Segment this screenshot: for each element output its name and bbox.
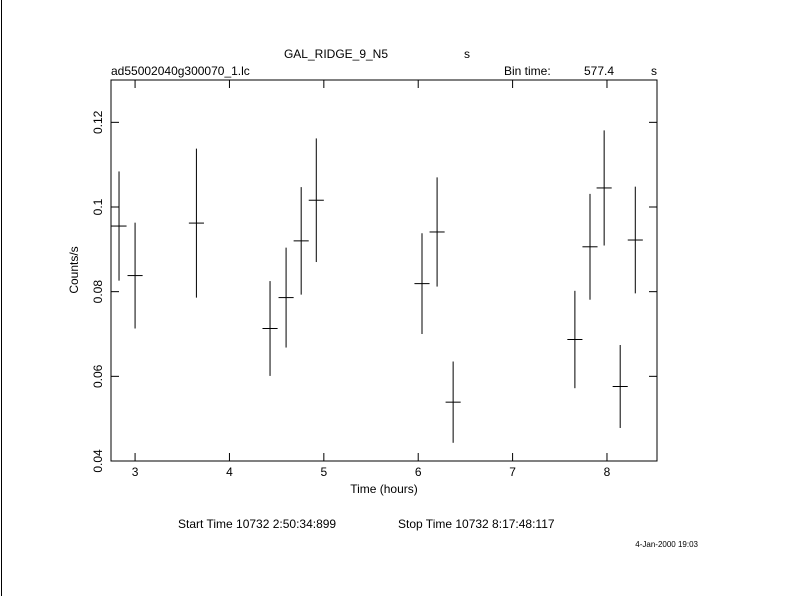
x-tick-label: 5 <box>320 465 327 479</box>
y-tick-label: 0.08 <box>91 280 105 304</box>
x-axis-label: Time (hours) <box>350 482 418 496</box>
x-tick-label: 3 <box>132 465 139 479</box>
subtitle: ad55002040g300070_1.lc <box>111 64 250 78</box>
y-tick-label: 0.04 <box>91 449 105 473</box>
start-time: Start Time 10732 2:50:34:899 <box>178 517 336 531</box>
chart-title: GAL_RIDGE_9_N5 <box>284 47 388 61</box>
bin-time: 577.4 <box>584 64 614 78</box>
date-stamp: 4-Jan-2000 19:03 <box>635 540 698 549</box>
y-axis-label: Counts/s <box>67 246 81 293</box>
plot-frame <box>110 79 658 462</box>
y-tick-label: 0.06 <box>91 364 105 388</box>
title-unit: s <box>464 47 470 61</box>
x-tick-label: 4 <box>226 465 233 479</box>
y-tick-label: 0.12 <box>91 110 105 134</box>
stop-time: Stop Time 10732 8:17:48:117 <box>398 517 555 531</box>
x-tick-label: 7 <box>509 465 516 479</box>
x-tick-label: 8 <box>604 465 611 479</box>
y-tick-label: 0.1 <box>91 198 105 215</box>
bin-time-label: Bin time: <box>504 64 551 78</box>
x-tick-label: 6 <box>415 465 422 479</box>
bin-time-unit: s <box>651 64 657 78</box>
